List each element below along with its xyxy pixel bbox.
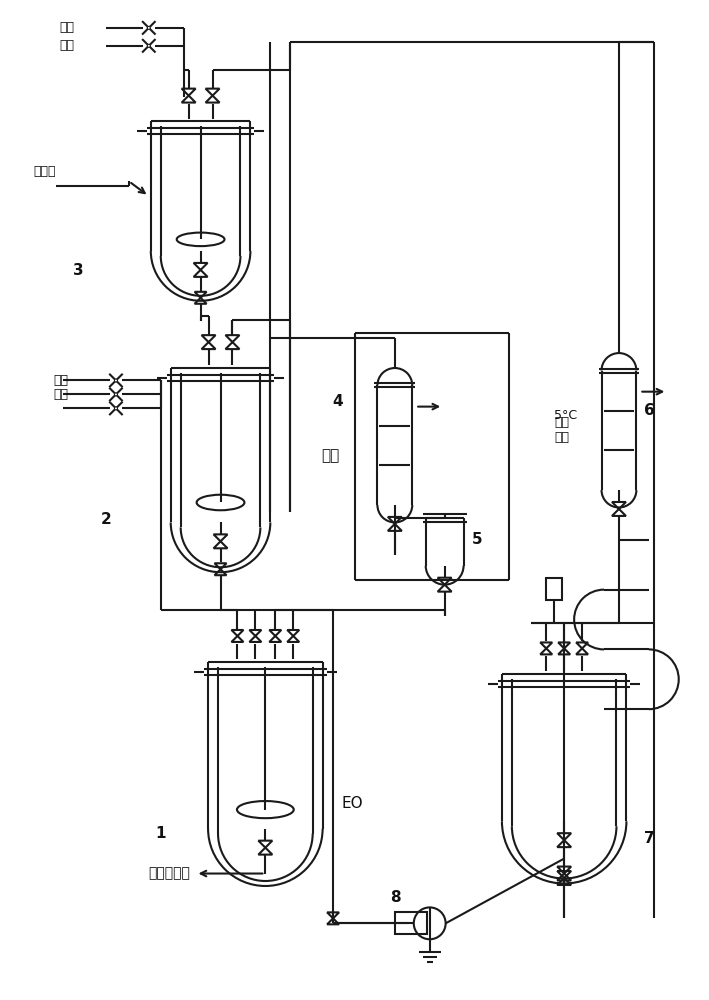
Text: 冷水: 冷水 <box>321 448 339 463</box>
Text: 硝化物: 硝化物 <box>33 165 56 178</box>
Text: 5°C: 5°C <box>554 409 577 422</box>
Text: 3: 3 <box>73 263 84 278</box>
Text: 硫酸: 硫酸 <box>53 388 68 401</box>
Text: 8: 8 <box>390 890 401 905</box>
Bar <box>395 912 427 934</box>
Circle shape <box>147 44 150 47</box>
Circle shape <box>114 407 118 410</box>
Text: 甲酸: 甲酸 <box>53 374 68 387</box>
Text: 2: 2 <box>101 512 112 527</box>
Text: 7: 7 <box>644 831 655 846</box>
Text: 冷冻
盐水: 冷冻 盐水 <box>554 416 569 444</box>
Bar <box>546 578 562 600</box>
Circle shape <box>114 379 118 382</box>
Circle shape <box>147 26 150 29</box>
Text: 甲酸: 甲酸 <box>59 21 74 34</box>
Text: 5: 5 <box>471 532 482 547</box>
Text: 6: 6 <box>644 403 655 418</box>
Text: 甲硝唑粗品: 甲硝唑粗品 <box>149 867 191 881</box>
Text: 4: 4 <box>332 394 342 409</box>
Circle shape <box>114 393 118 396</box>
Text: EO: EO <box>341 796 363 811</box>
Text: 1: 1 <box>156 826 167 841</box>
Text: 硫酸: 硫酸 <box>59 39 74 52</box>
